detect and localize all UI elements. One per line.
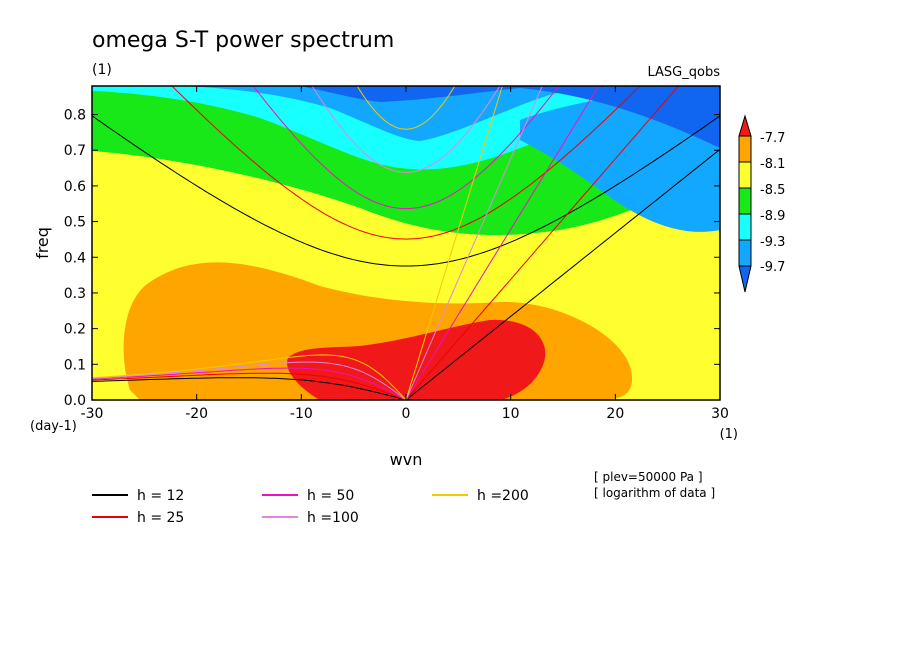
legend-label: h =200 (477, 488, 529, 504)
annotation-plev: [ plev=50000 Pa ] (594, 470, 703, 484)
gravity-curve-h200 (356, 86, 456, 130)
rossby-curve-h25 (92, 372, 407, 400)
x-tick-label: 10 (502, 406, 520, 422)
rossby-curve-h200 (92, 354, 407, 400)
y-tick-label: 0.6 (64, 179, 86, 195)
x-tick-label: -10 (290, 406, 313, 422)
colorbar-swatch-green (738, 187, 752, 215)
x-tick-label: 0 (402, 406, 411, 422)
legend-label: h = 50 (307, 488, 354, 504)
x-tick-label: -20 (185, 406, 208, 422)
rossby-curve-h50 (92, 367, 407, 400)
kelvin-curve-h50 (405, 86, 600, 400)
y-tick-label: 0.1 (64, 357, 86, 373)
y-tick-label: 0.5 (64, 215, 86, 231)
y-tick-label: 0.0 (64, 393, 86, 409)
y-tick-label: 0.8 (64, 108, 86, 124)
fill-blue-band (300, 86, 720, 148)
annotation-logarithm: [ logarithm of data ] (594, 486, 715, 500)
colorbar-swatch-lightblue (738, 239, 752, 267)
colorbar-label: -9.3 (760, 235, 785, 250)
legend-label: h = 25 (137, 510, 184, 526)
legend-label: h =100 (307, 510, 359, 526)
colorbar-label: -9.7 (760, 260, 785, 275)
gravity-curve-h50 (252, 86, 560, 210)
subtitle-left: (1) (92, 62, 112, 78)
kelvin-curve-h200 (405, 86, 503, 400)
y-tick-label: 0.4 (64, 250, 86, 266)
legend-label: h = 12 (137, 488, 184, 504)
colorbar-label: -7.7 (760, 131, 785, 146)
kelvin-curve-h12 (405, 148, 720, 400)
kelvin-curve-h100 (405, 86, 543, 400)
x-tick-label: 30 (711, 406, 729, 422)
x-axis-title: wvn (390, 450, 423, 469)
dispersion-curves (92, 86, 720, 400)
contour-fill-layer (92, 86, 720, 400)
gravity-curve-h12 (92, 115, 720, 267)
x-tick-label: 20 (606, 406, 624, 422)
colorbar-top-arrow (738, 114, 752, 137)
x-axis: -30 -20 -10 0 10 20 30 (81, 86, 729, 422)
colorbar-bottom-arrow (738, 265, 752, 293)
rossby-curve-h100 (92, 361, 407, 400)
chart-title: omega S-T power spectrum (92, 28, 394, 53)
colorbar-swatch-cyan (738, 213, 752, 241)
colorbar: -7.7 -8.1 -8.5 -8.9 -9.3 -9.7 (738, 114, 785, 293)
y-tick-label: 0.3 (64, 286, 86, 302)
y-tick-label: 0.2 (64, 322, 86, 338)
kelvin-curve-h25 (405, 86, 680, 400)
y-unit-label: (day-1) (30, 419, 77, 434)
x-unit-label: (1) (720, 427, 738, 442)
colorbar-swatch-orange (738, 135, 752, 163)
y-axis: 0.0 0.1 0.2 0.3 0.4 0.5 0.6 0.7 0.8 (64, 108, 720, 409)
y-tick-label: 0.7 (64, 143, 86, 159)
subtitle-right: LASG_qobs (648, 65, 721, 80)
gravity-curve-h100 (311, 86, 501, 173)
gravity-curve-h25 (171, 86, 641, 240)
y-axis-title: freq (33, 227, 52, 259)
colorbar-label: -8.9 (760, 209, 785, 224)
colorbar-label: -8.5 (760, 183, 785, 198)
rossby-curve-h12 (92, 377, 407, 400)
legend: h = 12 h = 25 h = 50 h =100 h =200 (92, 488, 529, 526)
fill-lightblue-band (178, 86, 720, 141)
x-tick-label: -30 (81, 406, 104, 422)
colorbar-label: -8.1 (760, 157, 785, 172)
colorbar-swatch-yellow (738, 161, 752, 189)
